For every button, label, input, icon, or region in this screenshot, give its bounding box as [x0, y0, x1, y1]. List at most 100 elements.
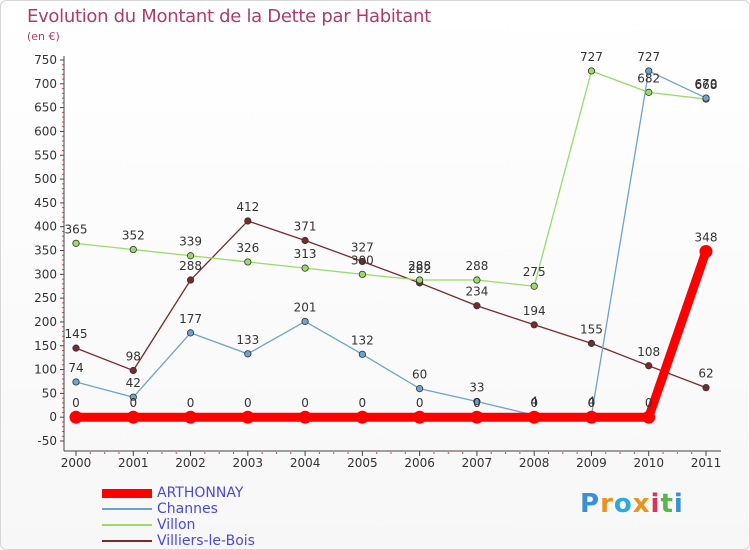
data-point [72, 378, 80, 386]
data-label: 42 [126, 376, 141, 390]
data-point [358, 270, 366, 278]
x-minor-tick [376, 452, 378, 454]
y-tick-label: 350 [34, 244, 57, 258]
data-label: 0 [72, 396, 80, 410]
data-label: 74 [68, 361, 83, 375]
y-minor-tick [62, 135, 64, 137]
data-point [129, 393, 137, 401]
y-minor-tick [62, 402, 64, 404]
y-minor-tick [62, 145, 64, 147]
data-point [473, 276, 481, 284]
data-point [527, 410, 541, 424]
y-minor-tick [62, 326, 64, 328]
data-label: 288 [408, 259, 431, 273]
y-minor-tick [62, 302, 64, 304]
y-minor-tick [62, 292, 64, 294]
data-label: 348 [695, 230, 718, 244]
y-minor-tick [62, 64, 64, 66]
data-point [69, 410, 83, 424]
data-label: 371 [294, 219, 317, 233]
data-label: 288 [179, 259, 202, 273]
y-minor-tick [62, 216, 64, 218]
data-label: 670 [695, 77, 718, 91]
logo-letter: t [660, 489, 674, 519]
data-label: 275 [523, 265, 546, 279]
data-label: 300 [351, 253, 374, 267]
x-minor-tick [161, 452, 163, 454]
y-minor-tick [62, 311, 64, 313]
data-label: 0 [359, 396, 367, 410]
legend-swatch [102, 540, 152, 542]
y-minor-tick [62, 126, 64, 128]
y-tick-label: 500 [34, 172, 57, 186]
data-label: 133 [236, 333, 259, 347]
data-point [241, 410, 255, 424]
y-tick-label: 750 [34, 53, 57, 67]
data-point [699, 244, 713, 258]
data-point [645, 67, 653, 75]
data-label: 727 [580, 50, 603, 64]
data-point [473, 397, 481, 406]
data-label: 201 [294, 300, 317, 314]
data-point [470, 410, 484, 424]
y-minor-tick [62, 92, 64, 94]
y-minor-tick [62, 197, 64, 199]
chart-title: Evolution du Montant de la Dette par Hab… [27, 6, 431, 27]
data-label: 62 [698, 367, 713, 381]
data-point [186, 276, 195, 284]
x-minor-tick [233, 452, 234, 454]
data-label: 60 [412, 368, 427, 382]
y-tick-label: 0 [49, 410, 57, 424]
proxiti-logo: Proxiti [580, 489, 684, 519]
y-minor-tick [62, 121, 64, 123]
y-minor-tick [62, 97, 64, 99]
series-line [75, 70, 707, 416]
x-minor-tick [275, 452, 277, 454]
logo-letter: o [613, 489, 633, 519]
data-label: 365 [65, 222, 88, 236]
y-tick-label: 100 [34, 363, 57, 377]
y-minor-tick [62, 411, 64, 413]
data-label: 0 [187, 396, 195, 410]
y-minor-tick [62, 269, 64, 271]
y-minor-tick [62, 421, 64, 423]
x-minor-tick [347, 452, 349, 454]
data-label: 727 [637, 50, 660, 64]
data-point [530, 282, 538, 290]
legend-item: Villiers-le-Bois [102, 533, 255, 549]
y-minor-tick [62, 116, 64, 118]
y-minor-tick [62, 264, 64, 266]
data-label: 177 [179, 312, 202, 326]
y-tick-label: -50 [37, 434, 57, 448]
y-minor-tick [62, 159, 64, 161]
y-minor-tick [62, 435, 64, 437]
data-point [587, 67, 596, 75]
y-minor-tick [62, 230, 64, 232]
data-point [416, 385, 424, 393]
y-minor-tick [62, 335, 64, 337]
x-tick-label: 2003 [233, 456, 264, 470]
data-label: 145 [65, 327, 88, 341]
data-label: 352 [122, 229, 145, 243]
y-tick-label: 700 [34, 77, 57, 91]
data-point [584, 410, 598, 424]
data-label: 0 [244, 396, 252, 410]
x-minor-tick [261, 452, 263, 454]
x-minor-tick [89, 452, 91, 454]
data-label: 98 [126, 350, 141, 364]
x-minor-tick [519, 452, 521, 454]
data-point [358, 350, 366, 358]
data-point [72, 344, 80, 352]
data-point [358, 257, 366, 266]
y-minor-tick [62, 259, 64, 261]
data-label: 326 [236, 241, 259, 255]
data-label: 0 [129, 396, 137, 410]
data-point [413, 410, 427, 424]
data-label: 4 [530, 394, 538, 408]
x-minor-tick [691, 452, 693, 454]
y-tick-label: 150 [34, 339, 57, 353]
x-tick-label: 2002 [175, 456, 206, 470]
y-minor-tick [62, 340, 64, 342]
data-label: 0 [301, 396, 309, 410]
x-minor-tick [505, 452, 507, 454]
